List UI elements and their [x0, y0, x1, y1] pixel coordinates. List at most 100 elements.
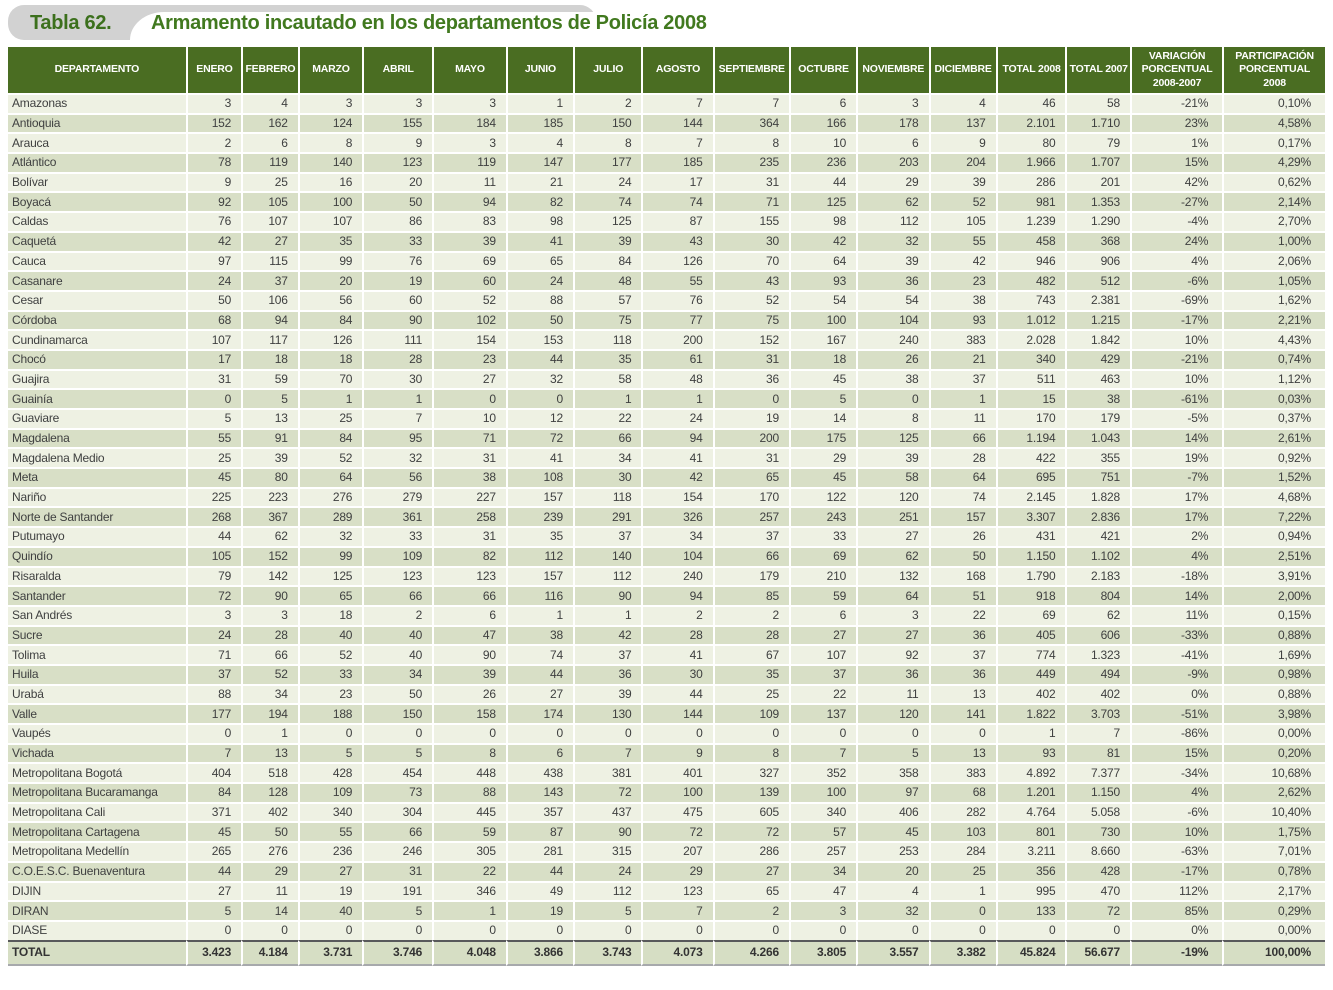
table-cell: 44 — [185, 526, 242, 546]
table-cell: 605 — [712, 801, 789, 822]
table-cell: 66 — [432, 585, 506, 605]
table-cell: 123 — [362, 152, 433, 172]
table-cell: 51 — [928, 585, 996, 605]
table-cell: 19 — [505, 900, 573, 920]
table-cell: 25 — [928, 860, 996, 881]
table-cell: 154 — [641, 486, 713, 507]
table-row: Caldas 76 107 107 86 83 98 125 87 155 98 112 105 1.23… — [8, 211, 1325, 231]
table-cell: 4.764 — [995, 801, 1066, 822]
table-cell: 28 — [712, 624, 789, 645]
table-cell: 6 — [432, 604, 506, 625]
table-cell: 177 — [185, 703, 242, 723]
table-cell: 107 — [788, 644, 857, 664]
table-cell: 59 — [788, 585, 857, 605]
table-cell: 30 — [641, 663, 713, 684]
table-cell: 406 — [856, 801, 929, 822]
table-cell: 7 — [788, 742, 857, 763]
table-cell: 0,78% — [1222, 860, 1325, 881]
column-header-7: JULIO — [572, 47, 642, 93]
table-cell: 72 — [1065, 900, 1130, 920]
table-row: Antioquia 152 162 124 155 184 185 150 144 364 166 1… — [8, 112, 1325, 133]
table-cell: 1% — [1129, 132, 1223, 153]
table-cell: 66 — [241, 644, 298, 664]
row-header: Nariño — [8, 486, 186, 507]
row-header: Risaralda — [8, 565, 186, 586]
table-cell: 19% — [1129, 447, 1223, 468]
table-cell: 31 — [185, 368, 242, 389]
table-cell: 7 — [362, 408, 433, 428]
table-cell: -27% — [1129, 191, 1223, 212]
table-row: Metropolitana Medellín 265 276 236 246 305 281… — [8, 841, 1325, 861]
table-cell: 143 — [505, 782, 573, 802]
table-cell: 72 — [185, 585, 242, 605]
table-cell: 210 — [788, 565, 857, 586]
table-cell: 55 — [185, 427, 242, 448]
table-cell: 38 — [432, 467, 506, 487]
table-cell: 357 — [505, 801, 573, 822]
table-cell: 240 — [856, 329, 929, 349]
table-cell: 27 — [297, 860, 363, 881]
table-cell: 1.710 — [1065, 112, 1130, 133]
table-cell: 39 — [928, 171, 996, 192]
table-cell: 4% — [1129, 250, 1223, 271]
table-cell: 88 — [185, 683, 242, 704]
table-cell: 918 — [995, 585, 1066, 605]
table-cell: 1.012 — [995, 309, 1066, 330]
table-cell: 194 — [241, 703, 298, 723]
table-cell: 284 — [928, 841, 996, 861]
table-cell: 5 — [185, 900, 242, 920]
table-cell: 37 — [712, 526, 789, 546]
table-cell: -9% — [1129, 663, 1223, 684]
table-cell: 73 — [362, 782, 433, 802]
table-cell: 454 — [362, 762, 433, 783]
table-row: San Andrés 3 3 18 2 6 1 1 2 2 6 3 22 69 62 11% 0,15% — [8, 604, 1325, 625]
table-cell: 19 — [362, 270, 433, 290]
table-cell: -7% — [1129, 467, 1223, 487]
table-cell: 43 — [712, 270, 789, 290]
table-cell: 128 — [241, 782, 298, 802]
table-cell: 91 — [241, 427, 298, 448]
table-cell: 276 — [241, 841, 298, 861]
table-cell: 2,14% — [1222, 191, 1325, 212]
table-cell: 23 — [297, 683, 363, 704]
row-header: Putumayo — [8, 526, 186, 546]
table-cell: 84 — [572, 250, 642, 271]
table-cell: 355 — [1065, 447, 1130, 468]
table-cell: 12 — [505, 408, 573, 428]
table-cell: 10% — [1129, 821, 1223, 842]
table-cell: 13 — [241, 408, 298, 428]
table-cell: 402 — [995, 683, 1066, 704]
column-header-15: VARIACIÓN PORCENTUAL 2008-2007 — [1129, 47, 1223, 93]
table-cell: 28 — [928, 447, 996, 468]
table-cell: 1 — [505, 93, 573, 113]
table-row: Cauca 97 115 99 76 69 65 84 126 70 64 39 42 946 906 4% 2… — [8, 250, 1325, 271]
table-cell: 36 — [928, 663, 996, 684]
table-cell: 158 — [432, 703, 506, 723]
table-cell: 4,43% — [1222, 329, 1325, 349]
table-cell: 0,92% — [1222, 447, 1325, 468]
table-cell: 62 — [241, 526, 298, 546]
table-cell: 37 — [788, 663, 857, 684]
table-cell: 236 — [788, 152, 857, 172]
table-cell: 50 — [505, 309, 573, 330]
table-cell: 191 — [362, 880, 433, 901]
table-cell: 200 — [712, 427, 789, 448]
table-cell: 107 — [185, 329, 242, 349]
table-cell: 52 — [297, 644, 363, 664]
table-cell: 291 — [572, 506, 642, 527]
table-cell: 0 — [1065, 919, 1130, 940]
table-cell: 10% — [1129, 329, 1223, 349]
table-cell: 3 — [241, 604, 298, 625]
table-cell: 43 — [641, 230, 713, 251]
table-cell: 7 — [641, 132, 713, 153]
table-cell: 179 — [1065, 408, 1130, 428]
table-number-badge: Tabla 62. — [30, 12, 112, 34]
table-cell: -19% — [1129, 939, 1223, 966]
table-cell: 25 — [297, 408, 363, 428]
table-cell: 61 — [641, 348, 713, 369]
row-header: C.O.E.S.C. Buenaventura — [8, 860, 186, 881]
table-cell: 52 — [241, 663, 298, 684]
table-cell: 44 — [641, 683, 713, 704]
table-row: Huila 37 52 33 34 39 44 36 30 35 37 36 36 449 494 -9% 0,… — [8, 663, 1325, 684]
table-row: Cesar 50 106 56 60 52 88 57 76 52 54 54 38 743 2.381 -6… — [8, 289, 1325, 310]
